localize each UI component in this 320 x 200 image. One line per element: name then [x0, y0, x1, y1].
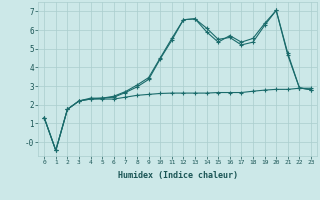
X-axis label: Humidex (Indice chaleur): Humidex (Indice chaleur): [118, 171, 238, 180]
